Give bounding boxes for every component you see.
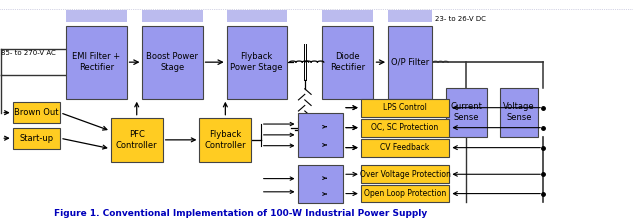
FancyBboxPatch shape [361,185,449,202]
FancyBboxPatch shape [298,113,343,157]
FancyBboxPatch shape [322,10,373,22]
Text: PFC
Controller: PFC Controller [116,130,158,150]
Text: Flyback
Controller: Flyback Controller [204,130,246,150]
Text: 85- to 270-V AC: 85- to 270-V AC [1,50,56,56]
FancyBboxPatch shape [142,26,203,99]
Text: 23- to 26-V DC: 23- to 26-V DC [435,16,486,22]
Text: Brown Out: Brown Out [14,108,59,117]
FancyBboxPatch shape [199,118,251,162]
FancyBboxPatch shape [361,99,449,117]
FancyBboxPatch shape [322,26,373,99]
Text: Boost Power
Stage: Boost Power Stage [146,52,199,72]
FancyBboxPatch shape [227,26,287,99]
FancyBboxPatch shape [361,165,449,183]
Text: Start-up: Start-up [20,134,53,143]
Text: CV Feedback: CV Feedback [380,143,430,152]
Text: OC, SC Protection: OC, SC Protection [372,123,439,132]
FancyBboxPatch shape [446,88,487,137]
FancyBboxPatch shape [227,10,287,22]
FancyBboxPatch shape [361,119,449,137]
Text: Flyback
Power Stage: Flyback Power Stage [230,52,283,72]
FancyBboxPatch shape [66,10,127,22]
Text: Voltage
Sense: Voltage Sense [503,102,535,122]
Text: O/P Filter: O/P Filter [391,58,429,67]
FancyBboxPatch shape [361,139,449,157]
Text: Over Voltage Protection: Over Voltage Protection [360,170,451,179]
FancyBboxPatch shape [388,26,432,99]
Text: EMI Filter +
Rectifier: EMI Filter + Rectifier [72,52,121,72]
FancyBboxPatch shape [500,88,538,137]
Text: Open Loop Protection: Open Loop Protection [364,189,446,198]
FancyBboxPatch shape [66,26,127,99]
FancyBboxPatch shape [142,10,203,22]
Text: Current
Sense: Current Sense [450,102,482,122]
Text: Figure 1. Conventional Implementation of 100-W Industrial Power Supply: Figure 1. Conventional Implementation of… [54,208,427,218]
FancyBboxPatch shape [13,128,60,149]
FancyBboxPatch shape [13,102,60,123]
FancyBboxPatch shape [388,10,432,22]
FancyBboxPatch shape [111,118,163,162]
Text: Diode
Rectifier: Diode Rectifier [330,52,365,72]
Text: LPS Control: LPS Control [383,103,427,112]
FancyBboxPatch shape [298,165,343,203]
